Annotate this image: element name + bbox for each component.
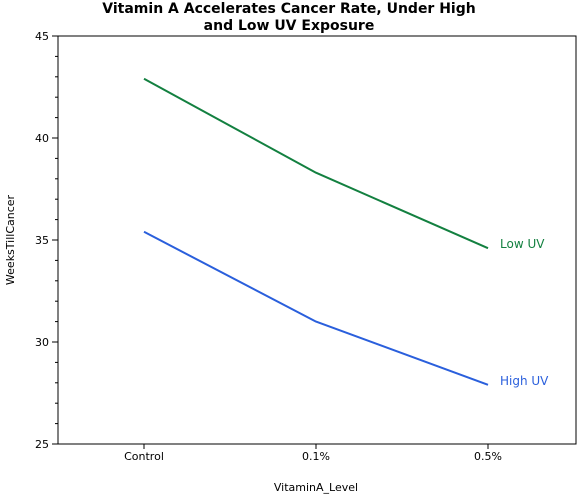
x-tick-label: 0.1% <box>302 450 330 463</box>
series-lines <box>143 77 489 386</box>
series-line-high-uv <box>143 230 489 386</box>
y-tick-label: 30 <box>35 336 49 349</box>
y-tick-label: 35 <box>35 234 49 247</box>
series-label-low-uv: Low UV <box>500 237 545 251</box>
x-tick-label: Control <box>124 450 164 463</box>
y-axis-ticks: 25 30 35 40 45 <box>35 30 58 451</box>
y-tick-label: 25 <box>35 438 49 451</box>
y-tick-label: 40 <box>35 132 49 145</box>
y-tick-label: 45 <box>35 30 49 43</box>
plot-area-frame <box>57 35 577 445</box>
x-axis-ticks: Control 0.1% 0.5% <box>124 444 502 463</box>
chart-title-line-2: and Low UV Exposure <box>204 18 375 34</box>
chart-title-line-1: Vitamin A Accelerates Cancer Rate, Under… <box>102 1 475 17</box>
x-axis-label: VitaminA_Level <box>274 481 358 494</box>
series-line-low-uv <box>143 77 489 250</box>
y-axis-label: WeeksTillCancer <box>4 194 17 285</box>
series-labels: Low UV High UV <box>500 237 549 388</box>
series-label-high-uv: High UV <box>500 374 549 388</box>
x-tick-label: 0.5% <box>474 450 502 463</box>
